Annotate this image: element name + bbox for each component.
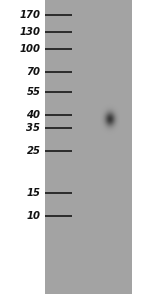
Text: 25: 25 — [27, 146, 40, 156]
Text: 10: 10 — [27, 211, 40, 221]
Text: 40: 40 — [27, 110, 40, 120]
Text: 170: 170 — [20, 10, 40, 20]
Text: 70: 70 — [27, 67, 40, 77]
Text: 15: 15 — [27, 188, 40, 198]
Bar — [45, 0, 132, 294]
Text: 55: 55 — [27, 87, 40, 97]
Text: 100: 100 — [20, 44, 40, 54]
Text: 35: 35 — [27, 123, 40, 133]
Text: 130: 130 — [20, 27, 40, 37]
